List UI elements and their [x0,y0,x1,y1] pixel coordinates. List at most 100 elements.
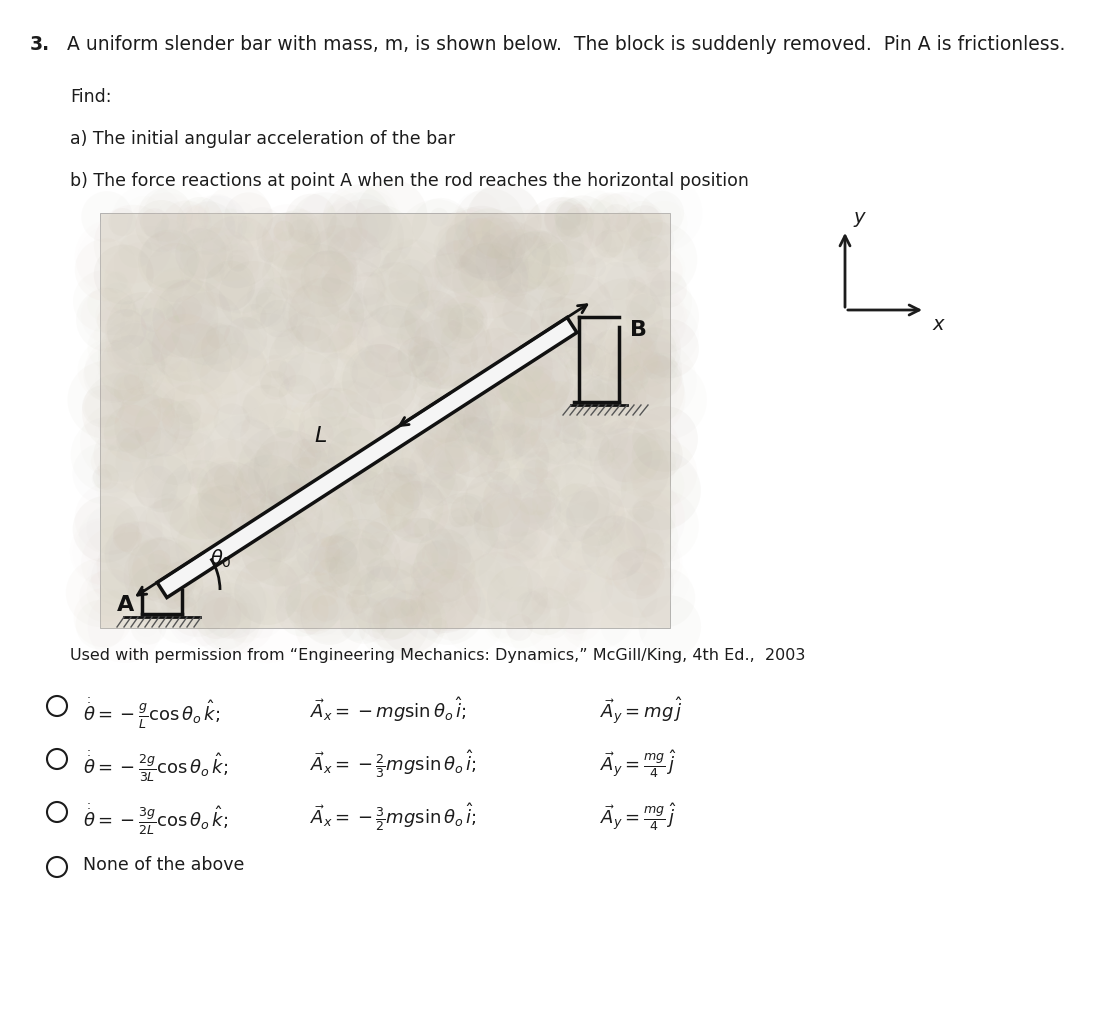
Circle shape [142,533,160,551]
Circle shape [403,423,466,485]
Circle shape [107,292,181,366]
Circle shape [487,566,548,627]
Circle shape [468,217,496,245]
Circle shape [401,480,422,502]
Circle shape [295,589,366,661]
Circle shape [584,382,639,437]
Circle shape [481,218,512,249]
Circle shape [581,394,601,413]
Circle shape [239,214,276,251]
Circle shape [303,406,336,440]
Circle shape [185,195,239,249]
Circle shape [576,428,609,461]
Circle shape [631,559,657,585]
Circle shape [257,519,300,562]
Circle shape [335,490,389,544]
Circle shape [239,233,258,251]
Circle shape [104,405,161,462]
Circle shape [638,237,668,268]
Circle shape [613,529,682,598]
Circle shape [108,208,136,237]
Circle shape [363,262,429,328]
Text: x: x [933,315,945,334]
Circle shape [512,417,529,435]
Circle shape [128,537,189,598]
Circle shape [140,229,199,288]
Circle shape [94,245,154,304]
Text: a) The initial angular acceleration of the bar: a) The initial angular acceleration of t… [70,130,455,148]
Circle shape [424,459,491,527]
Circle shape [203,530,242,568]
Text: $\overset{\,.}{\overset{\,.}{\theta}} = -\frac{3g}{2L}\cos\theta_o\,\hat{k}$;: $\overset{\,.}{\overset{\,.}{\theta}} = … [83,801,228,837]
Circle shape [438,211,481,256]
Circle shape [591,232,623,264]
Circle shape [137,232,198,291]
Circle shape [623,366,649,390]
Circle shape [191,533,213,556]
Circle shape [524,460,548,484]
Circle shape [105,309,146,350]
Circle shape [176,399,201,425]
Circle shape [94,205,172,283]
Circle shape [574,375,605,406]
Text: $\vec{A}_x = -mg\sin\theta_o\,\hat{i}$;: $\vec{A}_x = -mg\sin\theta_o\,\hat{i}$; [311,695,467,724]
Circle shape [639,595,701,658]
Circle shape [517,592,540,615]
Circle shape [474,493,529,549]
Circle shape [409,341,449,381]
Circle shape [352,345,411,403]
Circle shape [201,325,248,372]
Circle shape [600,225,631,257]
Circle shape [75,219,147,292]
Circle shape [493,450,544,500]
Circle shape [449,509,468,528]
Circle shape [515,539,537,561]
Circle shape [315,305,369,359]
Circle shape [139,362,174,397]
Circle shape [591,223,656,287]
Circle shape [347,401,363,418]
Circle shape [498,575,516,593]
Circle shape [326,199,404,277]
Circle shape [612,280,648,315]
Circle shape [475,219,495,239]
Circle shape [479,427,551,497]
Circle shape [465,239,528,303]
Circle shape [584,464,611,490]
Circle shape [132,537,199,604]
Circle shape [382,403,405,428]
Circle shape [210,594,232,617]
Circle shape [151,360,222,431]
Circle shape [436,218,516,298]
Circle shape [125,196,162,234]
Circle shape [219,309,271,362]
Circle shape [383,251,411,279]
Circle shape [352,471,385,504]
Circle shape [440,317,487,364]
Circle shape [241,510,317,586]
Circle shape [312,375,341,404]
Circle shape [192,590,241,639]
Circle shape [389,422,404,438]
Text: $L$: $L$ [314,426,327,446]
Circle shape [477,424,550,495]
Circle shape [238,427,317,506]
Circle shape [342,344,418,420]
Circle shape [161,542,211,591]
Circle shape [161,324,232,394]
Circle shape [462,425,513,475]
Circle shape [395,544,454,603]
Circle shape [147,550,171,573]
Circle shape [465,471,522,528]
Circle shape [314,261,351,298]
Circle shape [383,438,456,510]
Circle shape [584,278,663,357]
Text: b) The force reactions at point A when the rod reaches the horizontal position: b) The force reactions at point A when t… [70,172,748,190]
Circle shape [87,325,133,370]
Circle shape [231,589,305,663]
Circle shape [613,488,676,551]
Circle shape [241,490,287,537]
Circle shape [152,313,219,382]
Circle shape [364,334,422,391]
Circle shape [650,271,687,307]
